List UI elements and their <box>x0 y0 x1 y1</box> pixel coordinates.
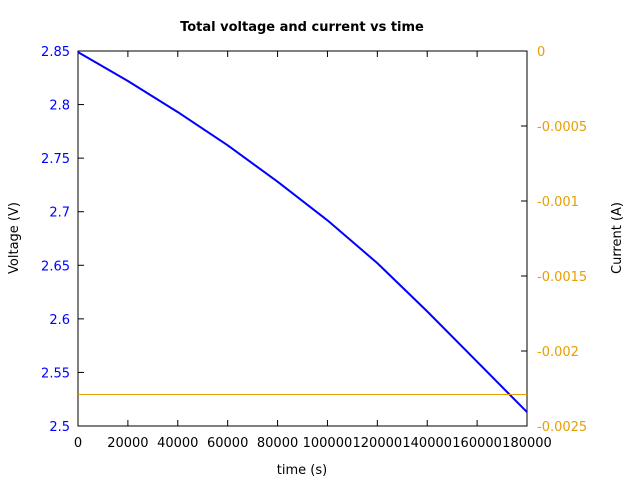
y-tick-label: 2.55 <box>41 366 70 381</box>
y-tick-label: 2.85 <box>41 45 70 60</box>
y2-tick-label: -0.0005 <box>537 120 587 135</box>
y-tick-label: 2.7 <box>49 206 70 221</box>
x-tick-label: 60000 <box>207 436 248 451</box>
x-tick-label: 160000 <box>452 436 502 451</box>
x-tick-label: 0 <box>74 436 82 451</box>
y-tick-label: 2.6 <box>49 313 70 328</box>
y-tick-label: 2.5 <box>49 420 70 435</box>
y-tick-label: 2.65 <box>41 259 70 274</box>
voltage-series-line <box>77 51 528 413</box>
x-tick-label: 20000 <box>107 436 148 451</box>
y2-tick-label: 0 <box>537 45 545 60</box>
x-axis-label: time (s) <box>277 463 327 478</box>
plot-area: 0 20000 40000 60000 80000 100000 120000 140000 1… <box>41 45 587 451</box>
y2-tick-label: -0.0015 <box>537 270 587 285</box>
y2-axis-label: Current (A) <box>610 202 625 274</box>
y-tick-label: 2.8 <box>49 99 70 114</box>
plot-border <box>77 50 528 427</box>
chart-title: Total voltage and current vs time <box>180 20 424 35</box>
x-tick-label: 40000 <box>157 436 198 451</box>
x-tick-label: 120000 <box>353 436 403 451</box>
x-tick-label: 100000 <box>303 436 353 451</box>
x-tick-label: 140000 <box>402 436 452 451</box>
y2-tick-label: -0.002 <box>537 345 579 360</box>
x-tick-label: 80000 <box>257 436 298 451</box>
y-axis-label: Voltage (V) <box>7 202 22 274</box>
y2-tick-label: -0.001 <box>537 195 579 210</box>
y-tick-label: 2.75 <box>41 152 70 167</box>
y2-tick-label: -0.0025 <box>537 420 587 435</box>
x-tick-label: 180000 <box>502 436 552 451</box>
